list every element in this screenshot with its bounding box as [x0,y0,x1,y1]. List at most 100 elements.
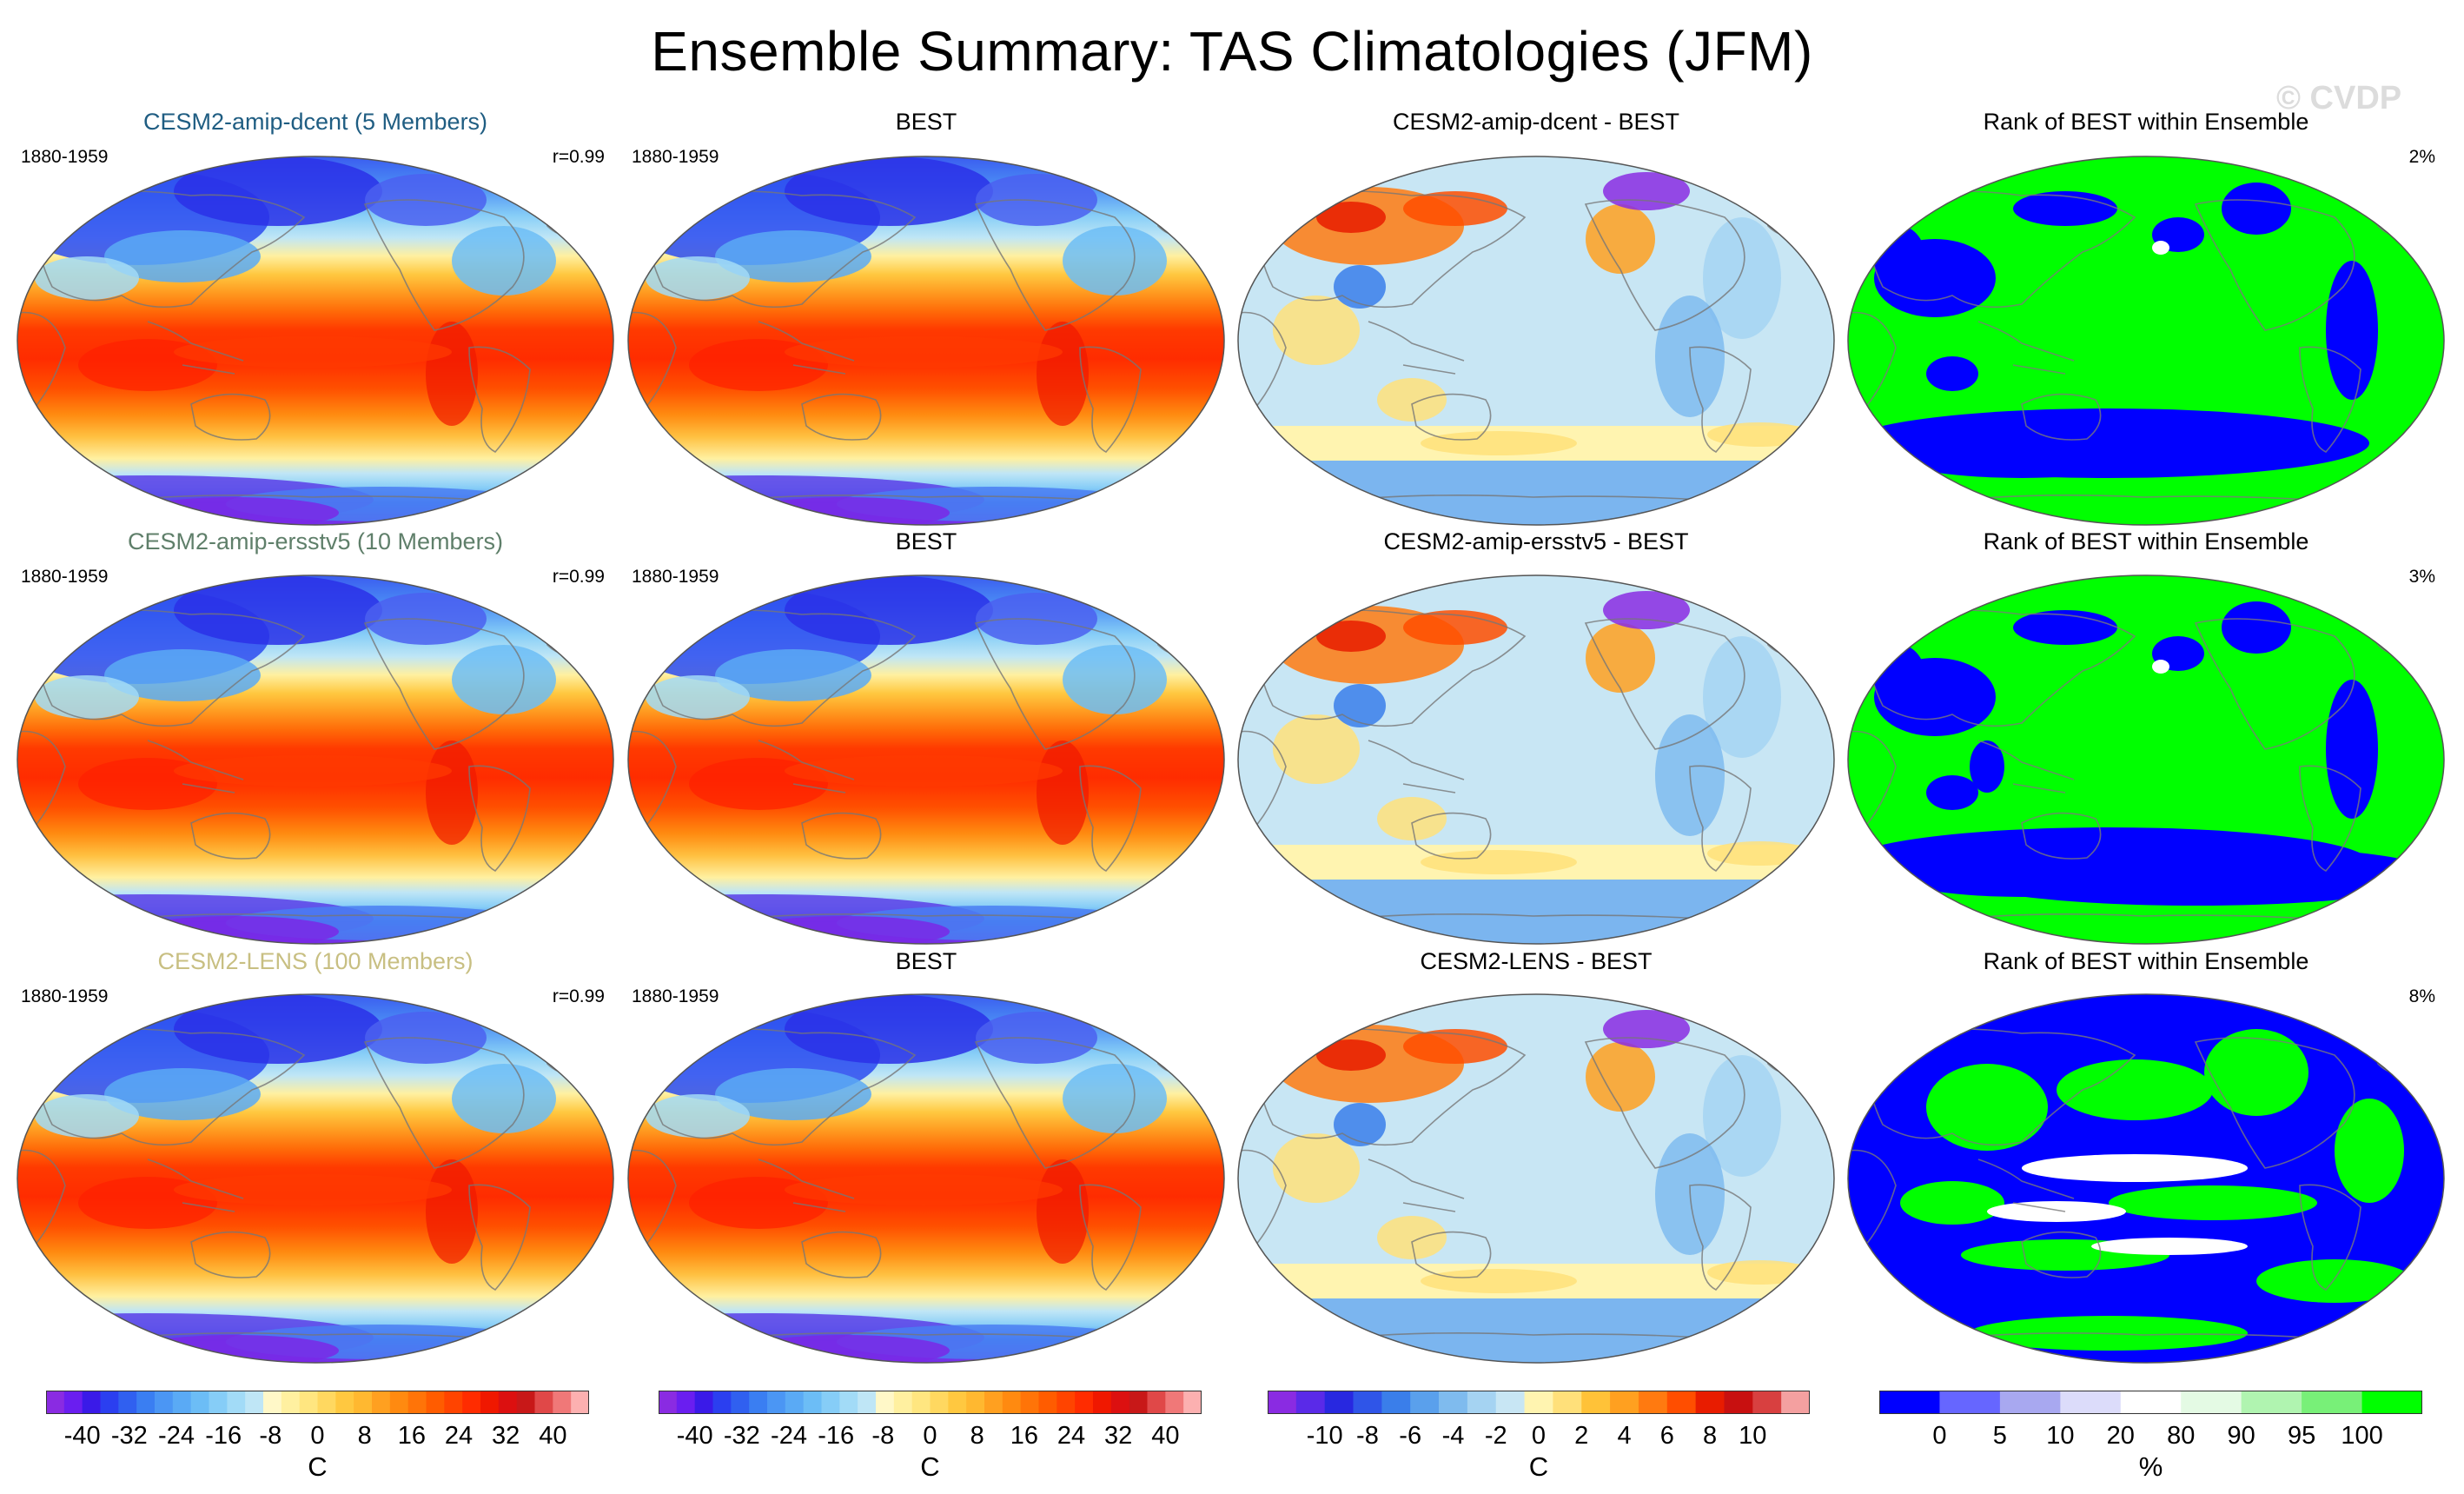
panel-stat: r=0.99 [552,147,605,167]
coastline [2021,812,2102,860]
field-blob [1037,740,1089,845]
panel-title-diff: CESM2-amip-dcent - BEST [1392,109,1680,135]
coastline [1865,609,2136,727]
colorbar-swatch [984,1391,1003,1414]
colorbar-swatch [1638,1391,1668,1414]
field-blob [35,1094,139,1138]
panel-title-rank: Rank of BEST within Ensemble [1983,528,2309,554]
colorbar-tick-label: 16 [1010,1422,1038,1450]
coastline [1255,1028,1527,1146]
coastline [147,321,244,375]
coastline [1411,393,1492,441]
colorbar-swatch [1268,1391,1297,1414]
field-blob [2109,1185,2317,1220]
coastline [645,609,917,727]
coastline [1689,1184,1752,1291]
colorbar-tick-label: -8 [259,1422,282,1450]
colorbar-swatch [1879,1391,1940,1414]
coastline [758,1159,855,1212]
field-blob [174,994,382,1064]
colorbar-swatch [893,1391,913,1414]
colorbar-tick-label: -32 [723,1422,760,1450]
colorbar-swatch [317,1391,336,1414]
field-blob [35,675,139,719]
panel-title-diff: CESM2-amip-ersstv5 - BEST [1383,528,1689,554]
colorbar-swatch [46,1391,65,1414]
colorbar-swatch [1075,1391,1094,1414]
coastline [1255,609,1527,727]
field-blob [174,156,382,226]
panel-title-diff: CESM2-LENS - BEST [1420,948,1653,974]
coastline [1238,1149,1287,1256]
coastline [1689,346,1752,453]
map-panel-diff-row2 [1237,574,1835,945]
field-blob [1703,217,1781,339]
coastline [2194,199,2355,331]
coastline [758,321,855,375]
coastline [1238,730,1287,837]
colorbar-swatch [1695,1391,1725,1414]
map-panel-diff-row3 [1237,993,1835,1364]
panel-title-obs: BEST [895,109,957,135]
colorbar-swatch [1056,1391,1076,1414]
colorbar-tick-label: 24 [444,1422,474,1450]
field-blob [1926,1064,2048,1151]
field-blob [785,156,993,226]
field-blob [452,226,556,295]
colorbar-swatch [1999,1391,2061,1414]
panel-title-ensemble: CESM2-amip-ersstv5 (10 Members) [127,528,504,554]
coastline [468,346,531,453]
colorbar-swatch [426,1391,445,1414]
field-blob [1273,295,1360,365]
field-blob [2326,680,2378,819]
coastline [1079,346,1142,453]
colorbar-swatch [712,1391,732,1414]
colorbar-tick-label: 0 [310,1422,325,1450]
colorbar-tick-label: -16 [205,1422,242,1450]
coastline [468,1184,531,1291]
colorbar-swatch [136,1391,156,1414]
map-panel-ensemble-row2 [17,574,614,945]
panel-title-ensemble: CESM2-amip-dcent (5 Members) [142,109,488,135]
coastline [363,618,525,750]
coastline [628,1149,677,1256]
colorbar-swatch [2241,1391,2302,1414]
coastline [2299,1184,2361,1291]
coastline [2194,1037,2355,1169]
map-panel-ensemble-row1 [17,156,614,526]
colorbar-swatch [118,1391,137,1414]
colorbar-swatch [534,1391,553,1414]
colorbar-swatch [407,1391,427,1414]
colorbar-swatch [821,1391,840,1414]
colorbar-swatch [299,1391,318,1414]
field-blob [1703,636,1781,758]
colorbar-swatch [372,1391,391,1414]
colorbar-swatch [966,1391,985,1414]
colorbar-tick-label: 40 [1151,1422,1180,1450]
field-blob [1334,684,1386,727]
colorbar-swatch [1183,1391,1202,1414]
colorbar-swatch [2302,1391,2363,1414]
coastline [17,730,66,837]
coastline [1865,1028,2136,1146]
coastline [1865,190,2136,309]
colorbar-tick-label: 10 [1739,1422,1767,1450]
colorbar-swatch [389,1391,409,1414]
coastline [974,199,1136,331]
field-blob [130,1335,339,1363]
coastline [468,765,531,872]
colorbar-tick-label: 4 [1617,1422,1632,1450]
colorbar-tick-label: 0 [1531,1422,1547,1450]
map-panel-rank-row1 [1847,156,2445,526]
colorbar-swatch [1495,1391,1526,1414]
field-blob [1334,265,1386,309]
field-blob [1037,322,1089,426]
field-blob [976,174,1097,226]
field-blob [741,916,950,944]
colorbar-tick-label: 2 [1574,1422,1589,1450]
panel-stat: 2% [2408,147,2435,167]
field-blob [452,645,556,714]
coastline [801,1231,882,1278]
coastline [363,1037,525,1169]
coastline [758,740,855,793]
